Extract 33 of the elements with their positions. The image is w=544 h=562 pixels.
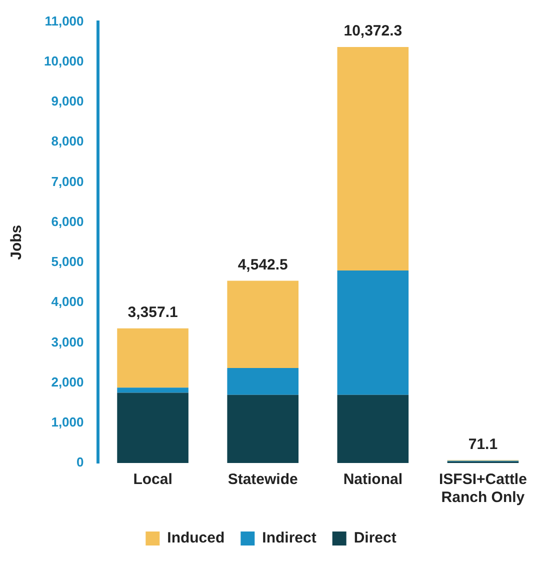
bar	[117, 392, 188, 463]
bar	[337, 270, 409, 395]
bar	[227, 368, 299, 395]
y-tick-label: 2,000	[51, 374, 84, 390]
y-tick-label: 8,000	[51, 134, 84, 149]
y-tick-label: 11,000	[44, 13, 84, 28]
y-tick-label: 1,000	[51, 414, 84, 430]
y-tick-label: 10,000	[44, 53, 84, 68]
total-label: 71.1	[468, 436, 498, 453]
y-tick-label: 4,000	[51, 294, 84, 310]
x-tick-label: ISFSI+Cattle Ranch Only	[438, 471, 527, 506]
y-tick-label: 3,000	[51, 334, 84, 350]
y-tick-label: 6,000	[51, 214, 84, 229]
x-tick-label: Local	[133, 471, 172, 488]
x-tick-label: Statewide	[228, 471, 298, 488]
bar	[227, 394, 299, 463]
bar	[117, 388, 188, 393]
total-label: 10,372.3	[344, 22, 402, 40]
y-axis-title: Jobs	[8, 224, 26, 260]
y-tick-label: 7,000	[51, 174, 84, 189]
legend-label: Induced	[167, 530, 225, 547]
y-tick-label: 5,000	[51, 254, 84, 270]
total-label: 4,542.5	[238, 256, 288, 274]
y-tick-label: 0	[76, 454, 84, 470]
bar	[337, 46, 409, 270]
y-tick-label: 9,000	[51, 94, 84, 109]
bar	[337, 394, 409, 463]
x-tick-label: National	[343, 471, 403, 488]
bar	[117, 328, 188, 388]
bar	[227, 280, 299, 368]
legend-label: Indirect	[262, 530, 316, 547]
total-label: 3,357.1	[128, 304, 178, 321]
legend-label: Direct	[354, 530, 396, 547]
